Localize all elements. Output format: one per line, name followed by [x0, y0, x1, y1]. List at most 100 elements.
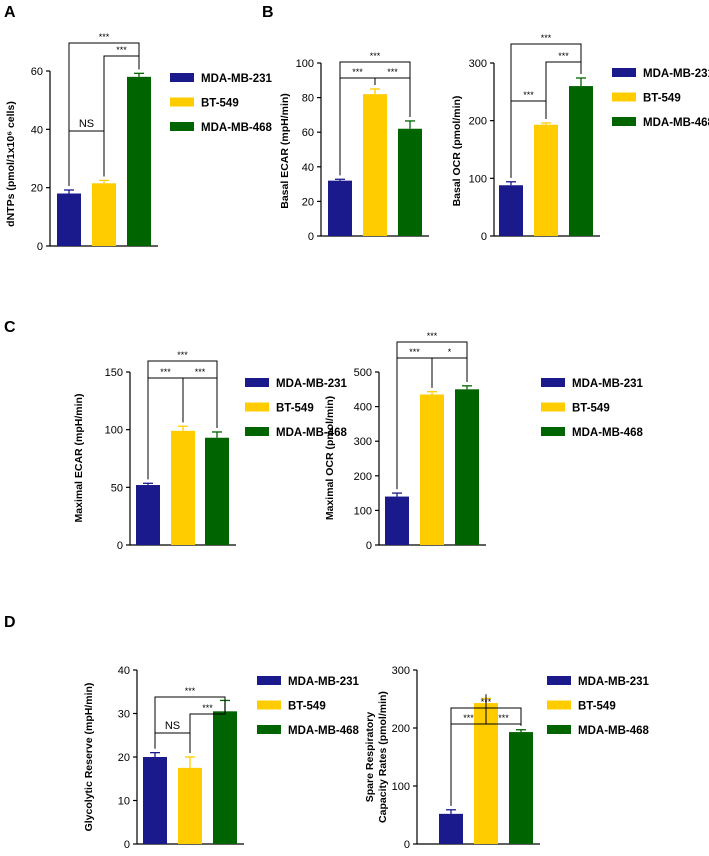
legend-label: MDA-MB-231 — [572, 378, 644, 390]
legend-swatch — [245, 403, 269, 412]
significance-label: *** — [558, 51, 569, 61]
legend-swatch — [170, 98, 194, 107]
y-axis-label: Glycolytic Reserve (mpH/min) — [83, 683, 95, 832]
bar-mda-mb-231 — [499, 185, 523, 236]
legend-label: MDA-MB-468 — [572, 427, 644, 439]
significance-label: *** — [498, 713, 509, 723]
legend-swatch — [612, 117, 636, 126]
y-tick-label: 0 — [366, 540, 372, 552]
legend-swatch — [170, 122, 194, 131]
bar-mda-mb-231 — [57, 194, 81, 247]
y-tick-label: 300 — [354, 436, 372, 448]
legend-label: BT-549 — [201, 98, 239, 110]
y-axis-label: Maximal OCR (pmol/min) — [324, 396, 336, 520]
y-axis-label: Basal ECAR (mpH/min) — [279, 93, 291, 209]
y-tick-label: 200 — [354, 471, 372, 483]
y-axis-label: Maximal ECAR (mpH/min) — [73, 394, 85, 523]
significance-bracket — [155, 733, 190, 753]
legend-label: MDA-MB-468 — [201, 122, 273, 134]
charts-layer: 0 20 40 60 dNTPs (pmol/1x10⁶ cells) NS *** *** M… — [5, 32, 709, 851]
significance-label: *** — [202, 703, 213, 713]
legend-swatch — [547, 701, 571, 710]
bar-bt-549 — [420, 394, 444, 545]
significance-label: *** — [177, 350, 188, 360]
bar-mda-mb-231 — [328, 181, 352, 236]
significance-label: *** — [387, 67, 398, 77]
y-tick-label: 10 — [118, 796, 130, 808]
significance-label: *** — [99, 32, 110, 42]
significance-label: * — [448, 347, 452, 357]
y-tick-label: 20 — [302, 196, 314, 208]
panel-label-d: D — [4, 614, 16, 631]
significance-label: *** — [160, 367, 171, 377]
legend-swatch — [541, 427, 565, 436]
significance-bracket — [69, 131, 104, 186]
significance-label: *** — [541, 33, 552, 43]
y-tick-label: 60 — [302, 127, 314, 139]
y-tick-label: 40 — [302, 162, 314, 174]
bar-bt-549 — [178, 768, 202, 844]
legend-label: MDA-MB-231 — [578, 676, 650, 688]
y-tick-label: 100 — [105, 425, 123, 437]
y-tick-label: 40 — [118, 665, 130, 677]
y-tick-label: 100 — [392, 781, 410, 793]
legend-swatch — [245, 427, 269, 436]
bar-mda-mb-468 — [455, 389, 479, 545]
bar-mda-mb-468 — [569, 86, 593, 236]
legend: MDA-MB-231 BT-549 MDA-MB-468 — [547, 676, 650, 737]
significance-label: *** — [352, 67, 363, 77]
y-axis-label: Basal OCR (pmol/min) — [451, 96, 463, 207]
y-tick-label: 300 — [469, 58, 487, 70]
legend-label: BT-549 — [578, 701, 616, 713]
y-tick-label: 80 — [302, 93, 314, 105]
y-tick-label: 0 — [37, 241, 43, 253]
y-tick-label: 200 — [392, 723, 410, 735]
legend-label: MDA-MB-468 — [276, 427, 348, 439]
y-tick-label: 400 — [354, 402, 372, 414]
y-tick-label: 300 — [392, 665, 410, 677]
legend-swatch — [612, 93, 636, 102]
legend-label: MDA-MB-231 — [201, 73, 273, 85]
legend-label: MDA-MB-231 — [643, 68, 709, 80]
y-tick-label: 100 — [354, 505, 372, 517]
legend-swatch — [257, 725, 281, 734]
panel-label-a: A — [4, 4, 16, 21]
significance-label: *** — [409, 347, 420, 357]
legend-label: MDA-MB-468 — [288, 725, 360, 737]
y-tick-label: 0 — [404, 839, 410, 851]
bar-bt-549 — [171, 431, 195, 545]
figure: A B C D 0204060dNTPs (pmol/1x10⁶ cells) N… — [0, 0, 709, 856]
chart-d1: 0 10 20 30 40 Glycolytic Reserve (mpH/min) NS *… — [83, 665, 360, 851]
y-tick-label: 20 — [31, 183, 43, 195]
y-axis-label: Spare Respiratory — [364, 712, 376, 803]
bar-mda-mb-231 — [136, 485, 160, 545]
legend-swatch — [257, 701, 281, 710]
legend-swatch — [547, 676, 571, 685]
legend-label: MDA-MB-468 — [578, 725, 650, 737]
significance-label: *** — [463, 713, 474, 723]
bar-mda-mb-468 — [205, 438, 229, 545]
y-tick-label: 40 — [31, 124, 43, 136]
legend: MDA-MB-231 BT-549 MDA-MB-468 — [257, 676, 360, 737]
chart-b2: 0100200300Basal OCR (pmol/min)********* — [451, 33, 600, 243]
legend-swatch — [257, 676, 281, 685]
legend-swatch — [541, 378, 565, 387]
legend-label: MDA-MB-468 — [643, 117, 709, 129]
significance-label: *** — [481, 697, 492, 707]
bar-mda-mb-231 — [439, 814, 463, 844]
y-tick-label: 20 — [118, 752, 130, 764]
bar-mda-mb-468 — [398, 129, 422, 236]
significance-label: *** — [523, 90, 534, 100]
significance-label: NS — [79, 118, 94, 130]
chart-c1: 0 50 100 150 Maximal ECAR (mpH/min) *** *** ***… — [73, 350, 348, 552]
legend-label: MDA-MB-231 — [288, 676, 360, 688]
y-tick-label: 100 — [296, 58, 314, 70]
significance-label: NS — [165, 720, 180, 732]
bar-bt-549 — [92, 183, 116, 246]
y-tick-label: 0 — [124, 839, 130, 851]
significance-label: *** — [195, 367, 206, 377]
bar-bt-549 — [363, 94, 387, 236]
y-axis-label: dNTPs (pmol/1x10⁶ cells) — [5, 101, 17, 227]
legend-swatch — [245, 378, 269, 387]
